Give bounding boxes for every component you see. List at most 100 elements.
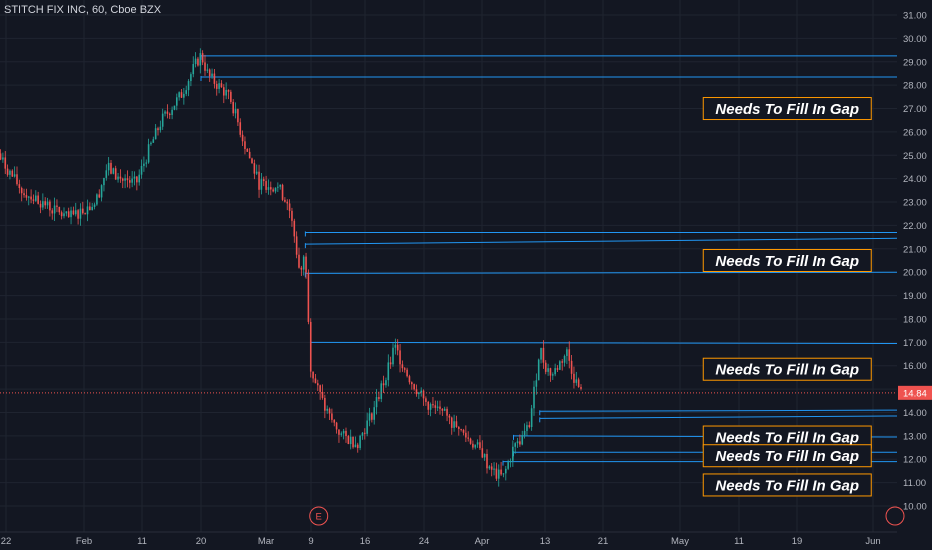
price-axis[interactable]: 10.0011.0012.0013.0014.0015.0016.0017.00… [897,0,932,550]
candle-body [302,256,305,270]
candle-body [16,174,18,185]
candle-body [378,397,380,399]
candle-body [277,186,279,188]
candle-body [265,181,267,190]
candle-body [314,378,317,384]
candle-body [516,441,519,444]
earnings-marker-next-icon [885,506,905,526]
time-tick-label: 16 [360,536,371,547]
time-tick-label: Jun [865,536,880,547]
symbol-title: STITCH FIX INC, 60, Cboe BZX [4,4,162,16]
candle-body [129,180,131,183]
candle-body [476,442,479,445]
candle-body [465,432,467,438]
candle-body [237,109,239,123]
gap-annotation-box[interactable] [702,473,872,497]
time-axis[interactable]: 22 Feb 11 20 Mar 9 16 24 Apr 13 21 May 11 19 Jun [0,531,897,547]
candle-body [533,386,535,409]
candle-body [387,362,390,381]
candle-body [345,430,347,437]
candle-body [354,444,357,448]
candle-body [328,408,331,414]
candle-body [422,390,425,399]
candle-body [39,203,42,208]
candle-body [147,144,150,163]
price-tick-label: 26.00 [903,127,927,138]
gap-annotation-box[interactable] [702,97,872,121]
candle-body [295,236,298,255]
gap-lines [200,54,898,466]
candle-body [389,362,392,365]
candle-body [493,468,495,470]
candle-body [537,359,540,381]
candle-body [570,360,573,374]
candle-body [152,139,155,143]
candles [0,48,582,487]
time-tick-label: 9 [308,536,313,547]
candle-body [462,429,465,433]
candle-body [255,171,258,174]
annotations[interactable]: Needs To Fill In Gap Needs To Fill In Gap… [702,97,872,497]
candle-body [176,97,178,106]
gap-annotation-box[interactable] [702,249,872,272]
candle-body [563,355,566,363]
candle-body [450,417,453,428]
candle-body [580,387,582,389]
gap-annotation-text: Needs To Fill In Gap [715,362,859,379]
price-tick-label: 13.00 [903,431,927,442]
candle-body [319,385,321,392]
gap-annotation-box[interactable] [702,444,872,468]
gap-annotation-text: Needs To Fill In Gap [715,430,859,447]
candle-body [84,213,86,215]
candle-body [286,201,289,204]
candle-body [432,404,434,406]
time-tick-label: 24 [419,536,430,547]
candle-body [133,176,136,179]
candle-body [267,187,270,190]
candle-body [239,122,242,135]
candle-body [291,210,293,221]
candle-body [469,438,472,444]
candle-body [460,428,462,430]
candle-body [58,206,61,213]
candle-body [559,361,561,370]
candle-body [549,368,552,376]
candle-body [474,444,477,448]
candle-body [105,170,108,178]
price-axis-bg [897,0,932,550]
candle-body [385,380,387,386]
candle-body [220,83,223,88]
candle-body [495,468,498,479]
candle-body [157,128,159,131]
candle-body [403,368,406,370]
time-tick-label: 11 [137,536,147,547]
candle-body [406,369,408,377]
candle-body [100,185,103,198]
price-tick-label: 14.00 [903,408,927,419]
time-tick-label: 19 [792,536,803,547]
candle-body [4,157,7,169]
candle-body [575,379,578,383]
time-tick-label: 13 [540,536,551,547]
candle-body [82,208,84,214]
candle-body [173,105,176,110]
candle-body [380,383,383,399]
candle-body [244,141,246,149]
candle-body [168,113,171,115]
candle-body [544,362,547,372]
candle-body [124,178,126,181]
gap-annotation-box[interactable] [702,357,872,381]
candle-body [136,176,138,183]
candle-body [6,168,9,175]
candle-body [70,210,72,218]
gap-line [310,341,898,345]
grid [0,0,897,532]
candle-body [60,212,63,217]
candle-body [321,391,324,398]
candle-body [110,162,112,174]
candle-body [490,466,493,470]
candle-body [194,58,197,65]
gap-line [305,271,898,274]
